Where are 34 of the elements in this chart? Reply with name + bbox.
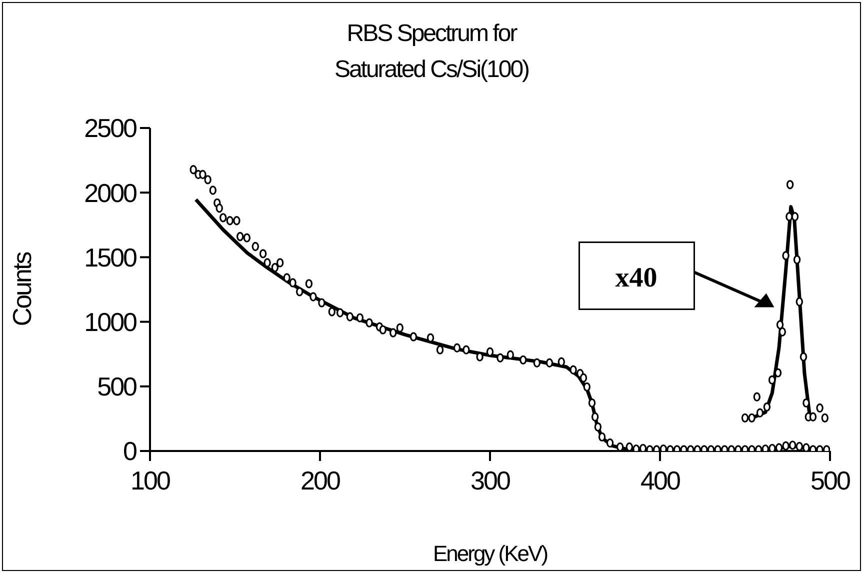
point bbox=[756, 408, 764, 418]
x-tick-label: 400 bbox=[640, 465, 680, 496]
point bbox=[791, 212, 799, 222]
x-tick-label: 500 bbox=[810, 465, 850, 496]
y-tick-label: 0 bbox=[123, 436, 138, 466]
point bbox=[741, 413, 749, 423]
y-tick-label: 2000 bbox=[84, 178, 138, 208]
point bbox=[748, 413, 756, 423]
x-tick-label: 100 bbox=[130, 465, 170, 496]
point bbox=[778, 327, 786, 336]
y-tick-label: 1000 bbox=[84, 307, 138, 338]
y-tick-label: 500 bbox=[97, 372, 138, 402]
point bbox=[800, 352, 808, 362]
point bbox=[821, 413, 828, 423]
y-tick-label: 2500 bbox=[84, 113, 138, 144]
y-axis-title: Counts bbox=[7, 251, 38, 326]
chart-title: RBS Spectrum for Saturated Cs/Si(100) bbox=[333, 19, 530, 85]
point bbox=[786, 180, 794, 190]
y-tick-label: 1500 bbox=[84, 242, 138, 272]
x-tick-label: 200 bbox=[300, 465, 340, 496]
point bbox=[776, 320, 784, 330]
x-axis-title: Energy (KeV) bbox=[432, 541, 548, 566]
point bbox=[796, 297, 803, 306]
point bbox=[763, 402, 771, 412]
point bbox=[793, 255, 801, 264]
point bbox=[753, 392, 760, 402]
point bbox=[809, 412, 817, 422]
x-tick-label: 300 bbox=[470, 465, 510, 496]
point bbox=[768, 375, 776, 385]
point bbox=[816, 403, 824, 413]
annotation: x40 bbox=[615, 262, 658, 294]
point bbox=[782, 251, 790, 260]
point bbox=[786, 212, 793, 222]
point bbox=[802, 398, 810, 408]
